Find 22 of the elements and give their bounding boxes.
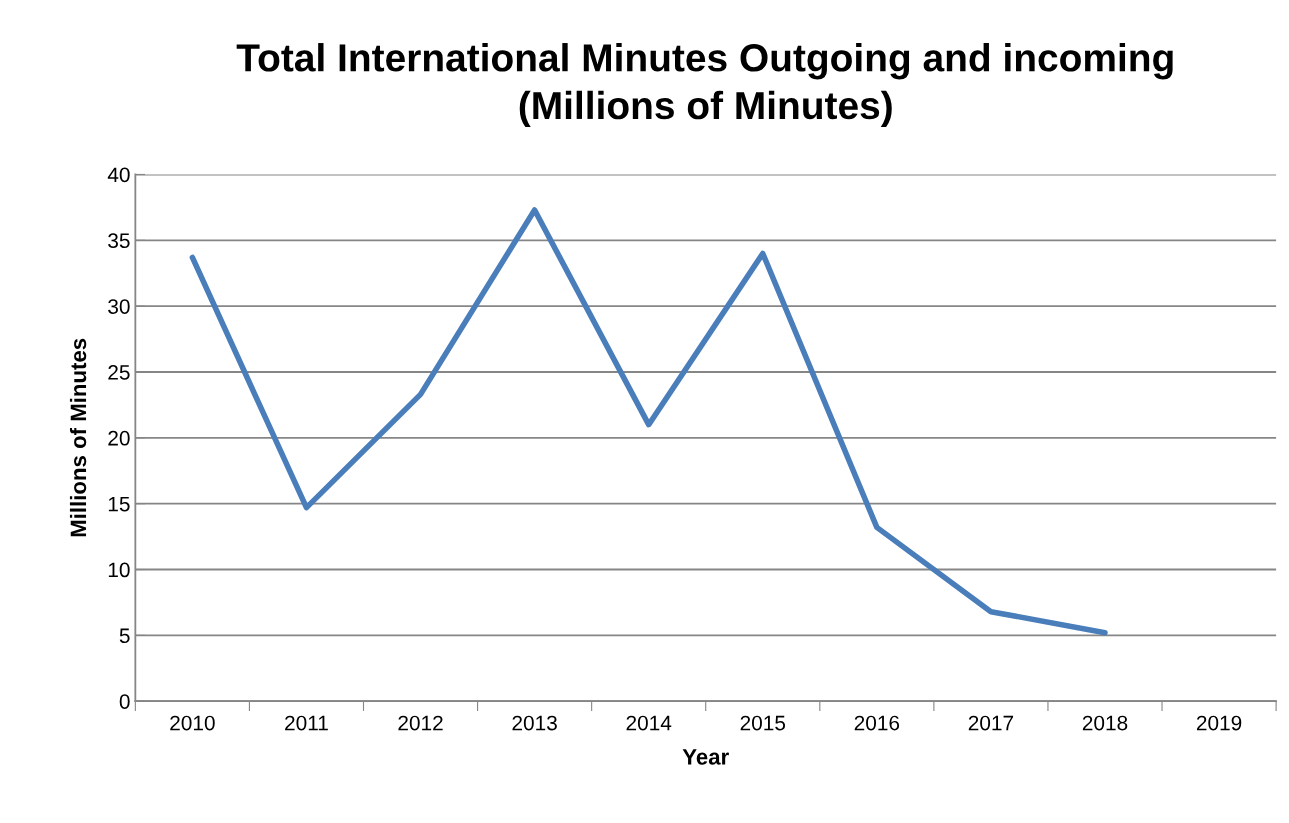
x-tick-label: 2019 [1196,715,1242,731]
x-axis-title: Year [682,749,729,765]
y-tick-label: 0 [119,694,130,709]
y-tick-label: 15 [108,496,130,512]
y-tick-label: 10 [108,562,130,578]
x-tick-label: 2015 [740,715,786,731]
x-tick-label: 2016 [854,715,900,731]
y-tick-label: 25 [108,365,130,380]
y-tick-label: 30 [108,299,130,314]
x-tick-label: 2017 [968,715,1014,731]
x-tick-label: 2013 [512,715,557,731]
chart-title: Total International Minutes Outgoing and incoming (Millions of Minutes) [236,43,1173,127]
y-tick-label: 20 [108,430,130,446]
y-tick-label: 5 [119,628,130,644]
x-tick-label: 2011 [285,715,328,731]
x-tick-label: 2010 [170,715,215,731]
y-tick-label: 40 [107,167,130,183]
x-tick-label: 2014 [626,715,672,731]
y-tick-label: 35 [108,233,130,249]
x-tick-label: 2012 [398,715,443,731]
x-tick-label: 2018 [1082,715,1128,731]
y-axis-title: Millions of Minutes [69,338,87,537]
